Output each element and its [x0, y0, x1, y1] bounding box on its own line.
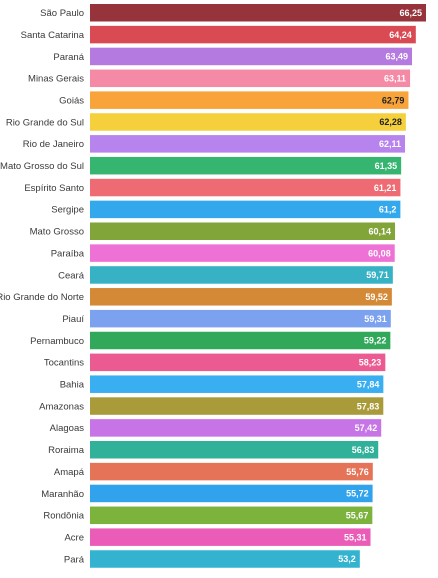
value-label: 55,31	[344, 532, 367, 542]
category-label: Mato Grosso do Sul	[0, 161, 84, 172]
bar	[90, 200, 401, 219]
bar	[90, 375, 384, 393]
value-label: 59,52	[365, 292, 388, 302]
value-label: 62,28	[379, 117, 402, 127]
category-label: Sergipe	[51, 205, 84, 216]
bar	[90, 528, 371, 546]
bar	[90, 288, 392, 306]
category-label: Roraima	[48, 445, 85, 456]
bar	[90, 506, 373, 525]
category-label: Paraíba	[51, 248, 85, 259]
bar	[90, 156, 402, 175]
bar	[90, 25, 416, 44]
value-label: 62,11	[379, 139, 401, 149]
bar	[90, 397, 384, 415]
value-label: 57,84	[357, 379, 380, 389]
value-label: 62,79	[382, 95, 405, 105]
category-label: Rio Grande do Sul	[6, 117, 84, 128]
category-label: Maranhão	[41, 489, 84, 500]
value-label: 60,14	[368, 226, 391, 236]
value-label: 61,35	[375, 161, 398, 171]
value-label: 55,76	[346, 467, 369, 477]
category-label: Tocantins	[44, 358, 84, 369]
value-label: 61,21	[374, 183, 397, 193]
value-label: 57,83	[357, 401, 380, 411]
bar	[90, 113, 406, 131]
bar	[90, 244, 395, 262]
category-label: Pará	[64, 554, 85, 565]
value-label: 59,22	[364, 336, 387, 346]
category-label: Minas Gerais	[28, 74, 84, 85]
bar	[90, 91, 409, 109]
value-label: 64,24	[389, 30, 412, 40]
category-label: Bahia	[60, 380, 85, 391]
value-label: 61,2	[379, 205, 397, 215]
value-label: 55,72	[346, 489, 369, 499]
category-label: Pernambuco	[30, 336, 84, 347]
category-label: Alagoas	[50, 423, 85, 434]
bar	[90, 462, 373, 481]
category-label: Amazonas	[39, 401, 84, 412]
bar	[90, 69, 411, 88]
category-label: Rondônia	[43, 511, 84, 522]
bar	[90, 550, 360, 568]
value-label: 66,25	[399, 8, 422, 18]
bar	[90, 222, 396, 240]
bar	[90, 135, 406, 153]
value-label: 53,2	[338, 554, 356, 564]
value-label: 57,42	[355, 423, 378, 433]
bar	[90, 47, 413, 66]
value-label: 59,31	[364, 314, 387, 324]
category-label: Mato Grosso	[30, 227, 84, 238]
bar	[90, 266, 393, 284]
category-label: Acre	[64, 532, 84, 543]
value-label: 58,23	[359, 358, 382, 368]
category-label: Piauí	[62, 314, 84, 325]
category-label: Santa Catarina	[21, 30, 85, 41]
value-label: 60,08	[368, 248, 391, 258]
value-label: 63,11	[384, 74, 406, 84]
category-label: Goiás	[59, 95, 84, 106]
value-label: 59,71	[366, 270, 389, 280]
value-label: 56,83	[352, 445, 375, 455]
category-label: Amapá	[54, 467, 85, 478]
bar	[90, 353, 386, 372]
bar	[90, 4, 426, 22]
bar	[90, 331, 391, 350]
category-label: Ceará	[58, 270, 85, 281]
category-label: Espírito Santo	[24, 183, 84, 194]
bar	[90, 309, 391, 328]
bar	[90, 484, 373, 503]
bar	[90, 441, 379, 459]
category-label: Rio de Janeiro	[23, 139, 84, 150]
category-label: São Paulo	[40, 8, 84, 19]
category-label: Paraná	[53, 52, 84, 63]
category-label: Rio Grande do Norte	[0, 292, 84, 303]
bar	[90, 419, 382, 437]
bar	[90, 178, 401, 197]
value-label: 63,49	[385, 52, 408, 62]
value-label: 55,67	[346, 511, 369, 521]
